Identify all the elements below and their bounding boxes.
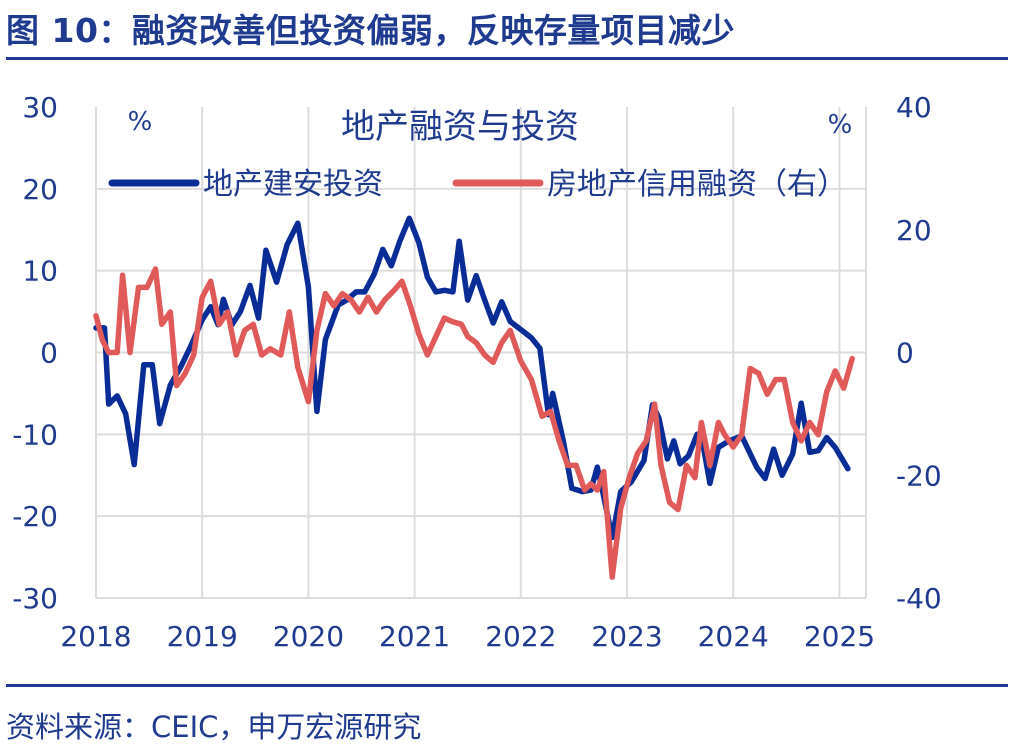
chart-title: 地产融资与投资 — [341, 107, 579, 147]
left-tick-label: 10 — [22, 255, 58, 288]
right-tick-label: -20 — [896, 459, 942, 492]
x-tick-label: 2018 — [60, 620, 131, 653]
right-tick-label: 40 — [896, 91, 932, 124]
legend-label-investment: 地产建安投资 — [203, 167, 383, 202]
right-tick-label: 0 — [896, 337, 914, 370]
left-tick-label: -30 — [12, 582, 58, 615]
x-tick-label: 2025 — [804, 620, 875, 653]
legend: 地产建安投资 房地产信用融资（右） — [108, 167, 847, 202]
left-tick-label: 30 — [22, 91, 58, 124]
series-line-financing — [93, 266, 855, 580]
gridlines — [95, 107, 867, 599]
left-tick-label: -20 — [12, 500, 58, 533]
line-chart: -30 -20 -10 0 10 20 30 -40 -20 0 20 40 2018 2019 2020 2… — [12, 91, 941, 653]
x-tick-label: 2022 — [485, 620, 556, 653]
series-lines — [93, 215, 855, 580]
source-rule — [6, 684, 1008, 687]
left-tick-label: 0 — [40, 337, 58, 370]
x-tick-label: 2021 — [379, 620, 450, 653]
axis-ticks: -30 -20 -10 0 10 20 30 -40 -20 0 20 40 2018 2019 2020 2… — [12, 91, 941, 653]
legend-label-financing: 房地产信用融资（右） — [547, 167, 847, 202]
figure-title: 图 10：融资改善但投资偏弱，反映存量项目减少 — [6, 11, 735, 50]
left-tick-label: 20 — [22, 173, 58, 206]
right-tick-label: -40 — [896, 582, 942, 615]
x-tick-label: 2023 — [591, 620, 662, 653]
right-tick-label: 20 — [896, 214, 932, 247]
x-tick-label: 2024 — [698, 620, 769, 653]
left-tick-label: -10 — [12, 418, 58, 451]
source-note: 资料来源：CEIC，申万宏源研究 — [6, 710, 422, 744]
title-rule — [6, 57, 1008, 60]
left-axis-unit: % — [128, 107, 153, 137]
right-axis-unit: % — [828, 110, 853, 140]
x-tick-label: 2019 — [167, 620, 238, 653]
x-tick-label: 2020 — [273, 620, 344, 653]
series-line-investment — [93, 215, 851, 541]
